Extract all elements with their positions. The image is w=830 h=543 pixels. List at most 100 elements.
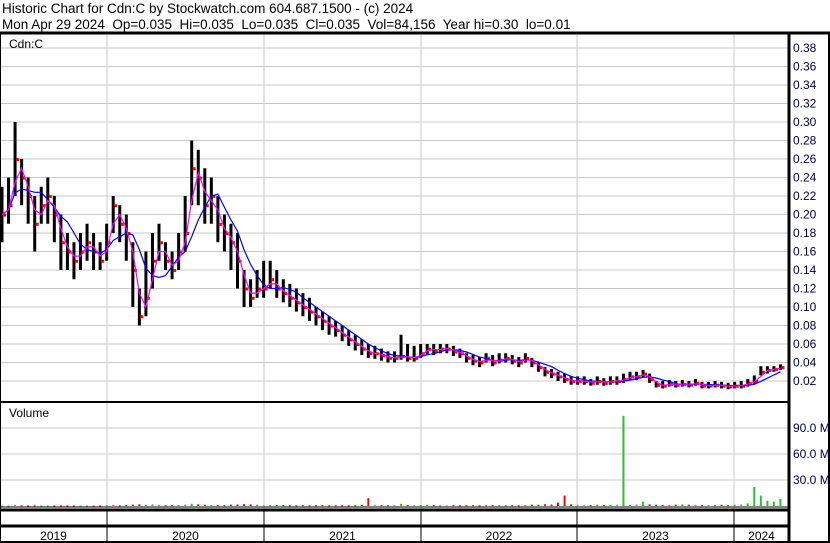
volume-bar bbox=[550, 504, 553, 506]
price-bar bbox=[693, 379, 697, 386]
price-bar bbox=[39, 186, 43, 224]
close-mark bbox=[644, 372, 648, 376]
close-mark bbox=[9, 204, 13, 208]
volume-bar bbox=[779, 499, 782, 506]
volume-bar bbox=[184, 504, 187, 506]
price-bar bbox=[765, 366, 769, 374]
year-label: 2024 bbox=[748, 529, 775, 543]
volume-bar bbox=[367, 498, 370, 506]
close-mark bbox=[225, 232, 229, 235]
volume-bar bbox=[622, 415, 625, 506]
price-tick-label: 0.30 bbox=[793, 115, 817, 129]
price-tick-label: 0.16 bbox=[793, 245, 817, 259]
close-mark bbox=[356, 343, 360, 346]
price-bar bbox=[373, 345, 377, 359]
close-mark bbox=[532, 361, 536, 365]
volume-bar bbox=[674, 504, 677, 506]
close-mark bbox=[454, 350, 458, 354]
volume-tick-label: 30.0 M bbox=[793, 473, 830, 487]
volume-bar bbox=[33, 505, 36, 507]
price-bar bbox=[667, 380, 671, 387]
volume-bar bbox=[131, 504, 134, 506]
price-bar bbox=[595, 376, 599, 385]
close-mark bbox=[742, 384, 746, 388]
price-bar bbox=[0, 186, 4, 243]
volume-bar bbox=[53, 505, 56, 507]
price-bar bbox=[641, 369, 645, 378]
price-bar bbox=[353, 334, 357, 351]
price-bar bbox=[131, 242, 135, 307]
volume-bar bbox=[426, 504, 429, 506]
price-bar bbox=[340, 325, 344, 342]
price-bar bbox=[52, 196, 56, 243]
close-mark bbox=[343, 333, 347, 337]
price-bar bbox=[360, 339, 364, 356]
volume-bar bbox=[635, 504, 638, 506]
close-mark bbox=[474, 359, 477, 363]
close-mark bbox=[153, 259, 157, 263]
price-bar bbox=[262, 260, 266, 298]
volume-bar bbox=[759, 495, 762, 506]
volume-bar bbox=[648, 504, 651, 506]
price-bar bbox=[196, 149, 200, 206]
close-mark bbox=[637, 375, 641, 379]
close-mark bbox=[696, 381, 700, 385]
volume-bar bbox=[243, 504, 246, 506]
price-bar bbox=[556, 371, 560, 381]
price-bar bbox=[203, 168, 207, 224]
volume-bar bbox=[99, 505, 102, 507]
price-tick-label: 0.02 bbox=[793, 374, 817, 388]
close-mark bbox=[22, 176, 26, 180]
volume-bar bbox=[746, 503, 749, 506]
price-bar bbox=[26, 177, 30, 224]
close-mark bbox=[428, 347, 432, 351]
close-mark bbox=[559, 375, 563, 379]
volume-bar bbox=[236, 504, 239, 506]
price-bar bbox=[111, 196, 115, 233]
volume-bar bbox=[138, 504, 141, 506]
volume-bar bbox=[485, 505, 488, 507]
volume-bar bbox=[609, 504, 612, 506]
price-bar bbox=[654, 381, 658, 388]
close-mark bbox=[3, 213, 6, 217]
volume-bar bbox=[158, 504, 160, 506]
price-bar bbox=[255, 270, 259, 298]
volume-bar bbox=[413, 505, 416, 507]
volume-bar bbox=[432, 505, 435, 507]
close-mark bbox=[205, 204, 209, 208]
volume-bar bbox=[171, 505, 174, 507]
price-bar bbox=[164, 242, 168, 270]
close-mark bbox=[310, 310, 314, 314]
price-bar bbox=[72, 242, 76, 280]
volume-bar bbox=[315, 505, 317, 507]
grid-lines bbox=[0, 35, 789, 510]
volume-bar bbox=[576, 504, 579, 506]
volume-bar bbox=[301, 505, 304, 507]
price-bar bbox=[399, 334, 403, 360]
volume-bar bbox=[511, 505, 514, 507]
year-label: 2019 bbox=[40, 529, 67, 543]
close-mark bbox=[284, 292, 288, 296]
price-bar bbox=[59, 214, 63, 270]
axis-labels: 0.02 0.04 0.06 0.08 0.10 0.12 0.14 0.16 0.18 0.20… bbox=[9, 37, 830, 543]
price-bar bbox=[406, 344, 410, 362]
volume-bar bbox=[583, 504, 586, 506]
price-bar bbox=[85, 223, 89, 261]
chart-title: Historic Chart for Cdn:C by Stockwatch.c… bbox=[2, 1, 414, 16]
volume-bar bbox=[46, 505, 49, 507]
price-bar bbox=[504, 353, 508, 363]
volume-bar bbox=[92, 505, 95, 507]
price-tick-label: 0.26 bbox=[793, 152, 817, 166]
price-bar bbox=[177, 233, 181, 270]
price-bar bbox=[13, 122, 17, 196]
close-mark bbox=[480, 361, 484, 365]
close-mark bbox=[493, 361, 497, 365]
close-mark bbox=[303, 306, 307, 309]
close-mark bbox=[68, 250, 72, 254]
close-mark bbox=[251, 296, 255, 300]
volume-bar bbox=[105, 505, 108, 507]
volume-bar bbox=[720, 504, 723, 506]
volume-bar bbox=[642, 501, 645, 506]
close-mark bbox=[415, 356, 419, 360]
volume-bars bbox=[0, 415, 789, 508]
